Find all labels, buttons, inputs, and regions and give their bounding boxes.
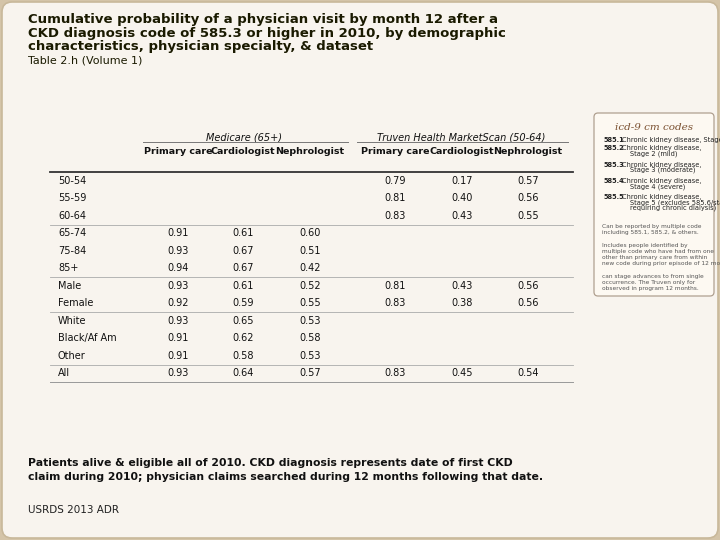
Text: 85+: 85+ bbox=[58, 263, 78, 273]
Text: multiple code who have had from one: multiple code who have had from one bbox=[602, 249, 714, 254]
Text: 0.62: 0.62 bbox=[233, 333, 253, 343]
Text: 0.93: 0.93 bbox=[167, 368, 189, 378]
Text: 0.45: 0.45 bbox=[451, 368, 473, 378]
Text: 0.61: 0.61 bbox=[233, 228, 253, 238]
Text: Other: Other bbox=[58, 351, 86, 361]
Text: new code during prior episode of 12 mo.: new code during prior episode of 12 mo. bbox=[602, 261, 720, 266]
Text: 0.92: 0.92 bbox=[167, 298, 189, 308]
Text: Table 2.h (Volume 1): Table 2.h (Volume 1) bbox=[28, 56, 143, 65]
Text: 0.42: 0.42 bbox=[300, 263, 320, 273]
Text: Nephrologist: Nephrologist bbox=[276, 147, 345, 156]
Text: Chronic kidney disease, Stage 1: Chronic kidney disease, Stage 1 bbox=[622, 137, 720, 143]
Text: 75-84: 75-84 bbox=[58, 246, 86, 256]
Text: White: White bbox=[58, 316, 86, 326]
Text: 0.53: 0.53 bbox=[300, 316, 320, 326]
Text: 55-59: 55-59 bbox=[58, 193, 86, 203]
Text: 585.4: 585.4 bbox=[603, 178, 624, 184]
Text: icd-9 cm codes: icd-9 cm codes bbox=[615, 123, 693, 132]
Text: 0.38: 0.38 bbox=[451, 298, 473, 308]
Text: Black/Af Am: Black/Af Am bbox=[58, 333, 117, 343]
Text: 0.55: 0.55 bbox=[300, 298, 321, 308]
Text: CKD diagnosis code of 585.3 or higher in 2010, by demographic: CKD diagnosis code of 585.3 or higher in… bbox=[28, 26, 506, 39]
Text: 585.5: 585.5 bbox=[603, 194, 624, 200]
Text: Chronic kidney disease,: Chronic kidney disease, bbox=[622, 161, 701, 167]
Text: Can be reported by multiple code: Can be reported by multiple code bbox=[602, 224, 701, 229]
Text: 0.60: 0.60 bbox=[300, 228, 320, 238]
Text: including 585.1, 585.2, & others.: including 585.1, 585.2, & others. bbox=[602, 230, 698, 235]
Text: 0.79: 0.79 bbox=[384, 176, 406, 186]
Text: 585.2: 585.2 bbox=[603, 145, 624, 151]
Text: Cardiologist: Cardiologist bbox=[430, 147, 495, 156]
Text: 0.94: 0.94 bbox=[167, 263, 189, 273]
Text: Truven Health MarketScan (50-64): Truven Health MarketScan (50-64) bbox=[377, 132, 546, 142]
Text: 0.58: 0.58 bbox=[233, 351, 253, 361]
Text: 0.83: 0.83 bbox=[384, 298, 405, 308]
Text: 0.83: 0.83 bbox=[384, 368, 405, 378]
Text: 0.17: 0.17 bbox=[451, 176, 473, 186]
Text: occurrence. The Truven only for: occurrence. The Truven only for bbox=[602, 280, 695, 285]
Text: Primary care: Primary care bbox=[361, 147, 429, 156]
Text: Chronic kidney disease,: Chronic kidney disease, bbox=[622, 145, 701, 151]
Text: Cumulative probability of a physician visit by month 12 after a: Cumulative probability of a physician vi… bbox=[28, 13, 498, 26]
Text: other than primary care from within: other than primary care from within bbox=[602, 255, 707, 260]
Text: 0.91: 0.91 bbox=[167, 351, 189, 361]
Text: 0.93: 0.93 bbox=[167, 246, 189, 256]
Text: 0.43: 0.43 bbox=[451, 211, 473, 221]
Text: 0.58: 0.58 bbox=[300, 333, 320, 343]
Text: 0.53: 0.53 bbox=[300, 351, 320, 361]
Text: 0.91: 0.91 bbox=[167, 228, 189, 238]
Text: Stage 2 (mild): Stage 2 (mild) bbox=[630, 151, 678, 157]
Text: Cardiologist: Cardiologist bbox=[211, 147, 275, 156]
Text: can stage advances to from single: can stage advances to from single bbox=[602, 274, 703, 279]
FancyBboxPatch shape bbox=[594, 113, 714, 296]
Text: 0.56: 0.56 bbox=[517, 193, 539, 203]
Text: 0.59: 0.59 bbox=[233, 298, 253, 308]
Text: 0.40: 0.40 bbox=[451, 193, 473, 203]
Text: requiring chronic dialysis): requiring chronic dialysis) bbox=[630, 205, 716, 212]
Text: Primary care: Primary care bbox=[144, 147, 212, 156]
Text: 0.81: 0.81 bbox=[384, 193, 405, 203]
Text: Male: Male bbox=[58, 281, 81, 291]
Text: 585.3: 585.3 bbox=[603, 161, 624, 167]
Text: Stage 4 (severe): Stage 4 (severe) bbox=[630, 183, 685, 190]
Text: 0.51: 0.51 bbox=[300, 246, 320, 256]
Text: 585.1: 585.1 bbox=[603, 137, 624, 143]
Text: USRDS 2013 ADR: USRDS 2013 ADR bbox=[28, 505, 119, 515]
Text: 0.52: 0.52 bbox=[300, 281, 321, 291]
Text: Stage 5 (excludes 585.6/stage 5: Stage 5 (excludes 585.6/stage 5 bbox=[630, 200, 720, 206]
Text: 65-74: 65-74 bbox=[58, 228, 86, 238]
Text: characteristics, physician specialty, & dataset: characteristics, physician specialty, & … bbox=[28, 40, 373, 53]
Text: 60-64: 60-64 bbox=[58, 211, 86, 221]
Text: Nephrologist: Nephrologist bbox=[493, 147, 562, 156]
Text: Chronic kidney disease,: Chronic kidney disease, bbox=[622, 194, 701, 200]
Text: 0.43: 0.43 bbox=[451, 281, 473, 291]
Text: 0.83: 0.83 bbox=[384, 211, 405, 221]
Text: 0.56: 0.56 bbox=[517, 281, 539, 291]
Text: Chronic kidney disease,: Chronic kidney disease, bbox=[622, 178, 701, 184]
Text: 0.67: 0.67 bbox=[233, 246, 253, 256]
Text: 0.61: 0.61 bbox=[233, 281, 253, 291]
Text: 0.57: 0.57 bbox=[517, 176, 539, 186]
Text: 50-54: 50-54 bbox=[58, 176, 86, 186]
Text: All: All bbox=[58, 368, 70, 378]
Text: 0.93: 0.93 bbox=[167, 281, 189, 291]
Text: observed in program 12 months.: observed in program 12 months. bbox=[602, 286, 698, 291]
Text: 0.81: 0.81 bbox=[384, 281, 405, 291]
Text: 0.55: 0.55 bbox=[517, 211, 539, 221]
Text: 0.57: 0.57 bbox=[300, 368, 321, 378]
Text: 0.64: 0.64 bbox=[233, 368, 253, 378]
Text: Patients alive & eligible all of 2010. CKD diagnosis represents date of first CK: Patients alive & eligible all of 2010. C… bbox=[28, 458, 543, 482]
Text: 0.67: 0.67 bbox=[233, 263, 253, 273]
Text: 0.56: 0.56 bbox=[517, 298, 539, 308]
Text: Stage 3 (moderate): Stage 3 (moderate) bbox=[630, 167, 696, 173]
Text: 0.54: 0.54 bbox=[517, 368, 539, 378]
Text: Includes people identified by: Includes people identified by bbox=[602, 242, 688, 248]
Text: Female: Female bbox=[58, 298, 94, 308]
Text: 0.65: 0.65 bbox=[233, 316, 253, 326]
Text: 0.91: 0.91 bbox=[167, 333, 189, 343]
Text: 0.93: 0.93 bbox=[167, 316, 189, 326]
Text: Medicare (65+): Medicare (65+) bbox=[206, 132, 282, 142]
